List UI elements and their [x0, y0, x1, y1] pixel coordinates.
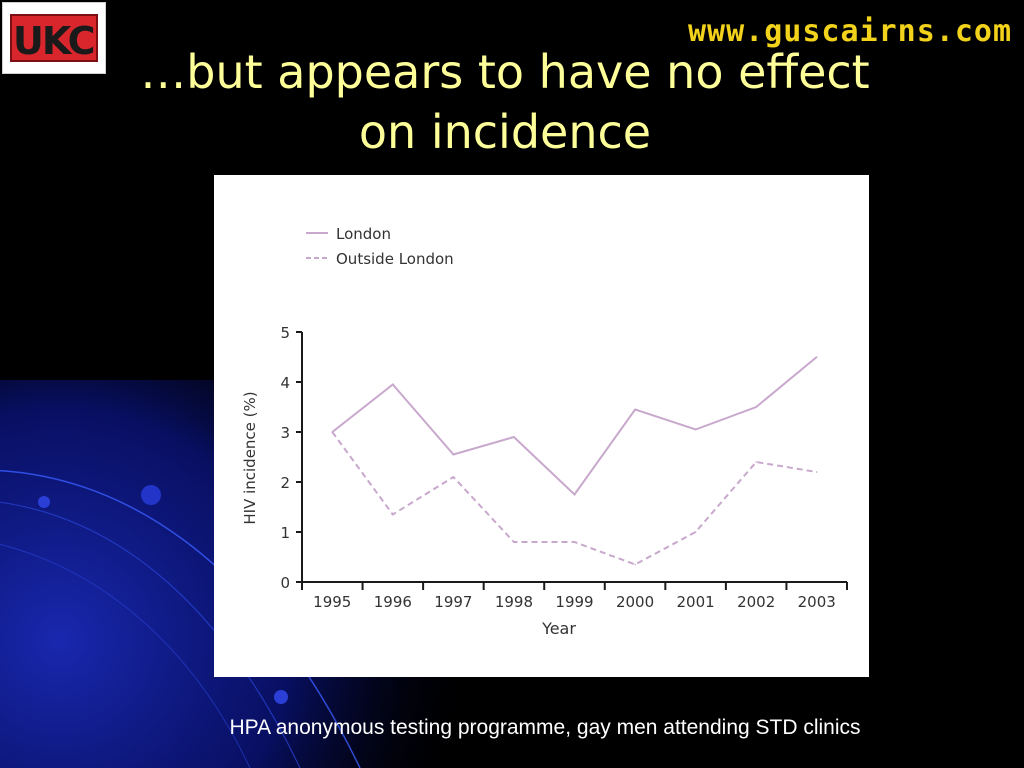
- series-line-london: [331, 356, 818, 497]
- x-tick-label: 1998: [495, 593, 533, 611]
- data-point: [513, 541, 515, 543]
- y-tick-label: 4: [280, 374, 290, 392]
- chart-axes: 0 1 2 3 4 5 1995 1996 1997 1998 1999 2000 2001 2002 20…: [280, 324, 848, 611]
- data-point: [755, 406, 757, 408]
- data-point: [755, 461, 757, 463]
- legend-label: London: [336, 225, 391, 243]
- x-tick-label: 2002: [737, 593, 775, 611]
- y-axis-label: HIV incidence (%): [241, 391, 259, 524]
- y-tick-label: 0: [280, 574, 290, 592]
- logo: UKC: [2, 2, 106, 74]
- source-caption: HPA anonymous testing programme, gay men…: [229, 716, 861, 739]
- x-axis-label: Year: [541, 619, 576, 638]
- x-tick-label: 1996: [374, 593, 412, 611]
- data-point: [392, 513, 394, 516]
- data-point: [452, 453, 455, 456]
- data-point: [513, 436, 515, 438]
- chart-series: [331, 356, 818, 566]
- x-tick-label: 2003: [798, 593, 836, 611]
- x-tick-label: 2001: [677, 593, 715, 611]
- y-tick-label: 5: [280, 324, 290, 342]
- data-point: [331, 431, 334, 433]
- data-point: [815, 356, 818, 358]
- logo-text: UKC: [13, 19, 94, 63]
- data-point: [452, 476, 455, 478]
- y-tick-label: 3: [280, 424, 290, 442]
- line-chart: London Outside London 0 1 2 3 4 5 1995 1996 1997 1…: [241, 225, 848, 638]
- y-tick-label: 1: [280, 524, 290, 542]
- chart-legend: London Outside London: [306, 225, 454, 268]
- series-line-outside-london: [331, 431, 817, 566]
- website-url: www.guscairns.com: [687, 14, 1012, 49]
- x-tick-label: 2000: [616, 593, 654, 611]
- y-tick-label: 2: [280, 474, 290, 492]
- title-line-2: on incidence: [358, 105, 652, 159]
- chart-panel: London Outside London 0 1 2 3 4 5 1995 1996 1997 1…: [214, 175, 869, 677]
- data-point: [694, 428, 697, 431]
- x-tick-label: 1997: [434, 593, 472, 611]
- data-point: [392, 383, 394, 386]
- data-point: [815, 471, 818, 473]
- title-line-1: …but appears to have no effect: [140, 45, 870, 99]
- data-point: [573, 493, 576, 496]
- slide-title: …but appears to have no effect on incide…: [40, 42, 970, 162]
- data-point: [634, 563, 636, 566]
- data-point: [694, 531, 697, 533]
- ukc-logo-icon: UKC: [10, 14, 98, 63]
- x-tick-label: 1995: [313, 593, 351, 611]
- data-point: [573, 541, 576, 543]
- legend-label: Outside London: [336, 250, 454, 268]
- data-point: [634, 408, 636, 411]
- x-tick-label: 1999: [555, 593, 593, 611]
